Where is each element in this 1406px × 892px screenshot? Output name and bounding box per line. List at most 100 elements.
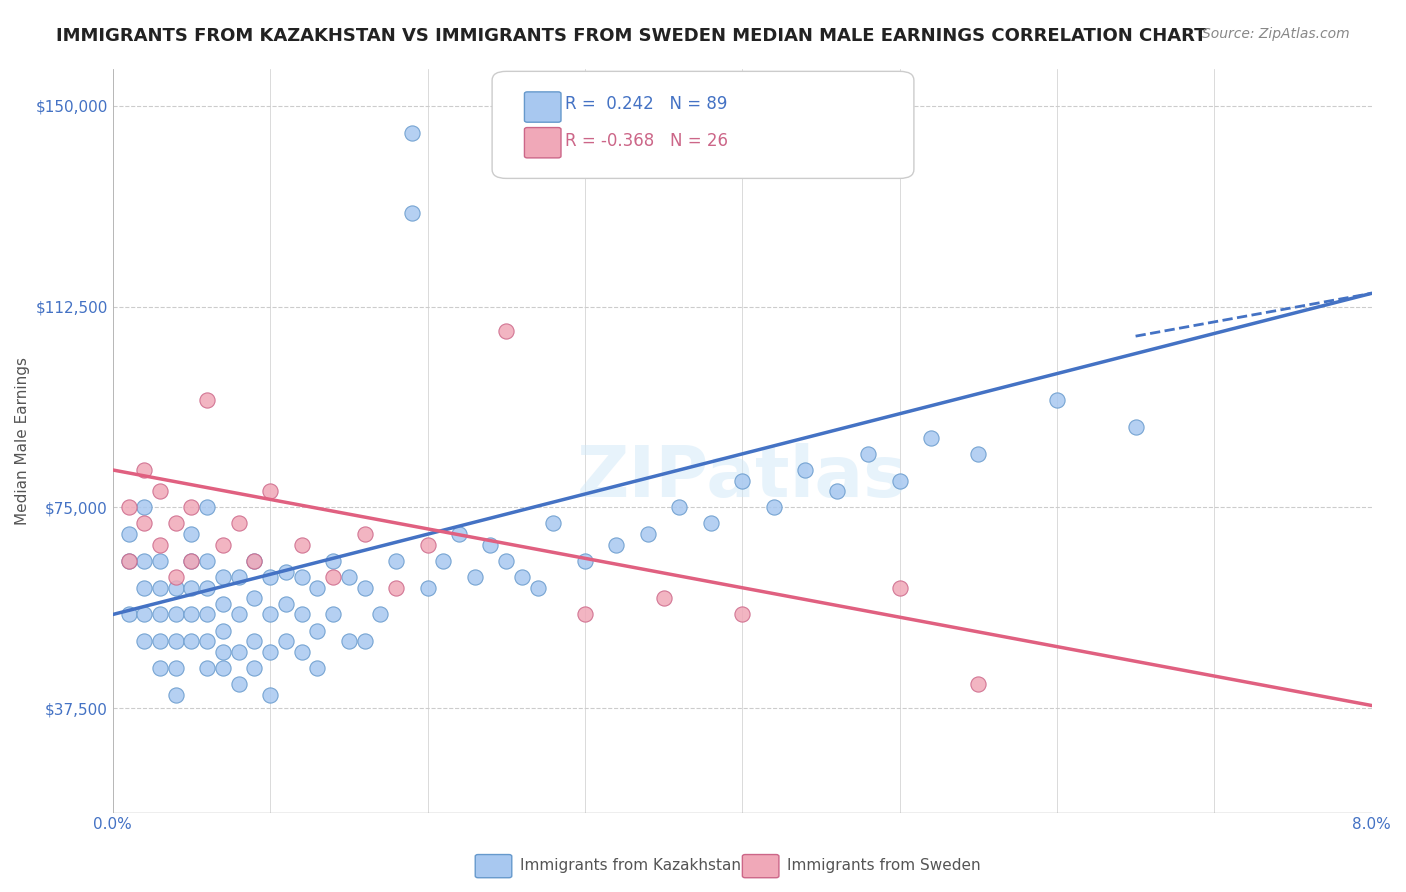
Point [212,570,235,584]
Point [447,527,470,541]
Point [134,581,156,595]
Point [165,516,187,531]
Point [165,570,187,584]
Point [889,581,911,595]
Point [180,554,202,568]
Point [134,554,156,568]
Point [432,554,454,568]
Point [322,570,344,584]
Point [574,607,596,622]
Point [195,554,218,568]
Point [967,677,990,691]
Point [1125,420,1147,434]
Point [307,661,329,675]
Point [416,538,439,552]
Point [212,538,235,552]
Point [291,538,314,552]
Point [337,634,360,648]
Point [165,688,187,702]
Point [212,661,235,675]
Point [243,661,266,675]
Point [195,393,218,408]
Point [228,516,250,531]
Text: R =  0.242   N = 89: R = 0.242 N = 89 [565,95,727,113]
Text: IMMIGRANTS FROM KAZAKHSTAN VS IMMIGRANTS FROM SWEDEN MEDIAN MALE EARNINGS CORREL: IMMIGRANTS FROM KAZAKHSTAN VS IMMIGRANTS… [56,27,1206,45]
Point [228,607,250,622]
Point [401,206,423,220]
Point [464,570,486,584]
Point [228,677,250,691]
Point [322,607,344,622]
Point [243,591,266,606]
Point [117,500,139,515]
Point [416,581,439,595]
Point [180,634,202,648]
Point [652,591,675,606]
Point [228,645,250,659]
Point [180,607,202,622]
Point [134,463,156,477]
Point [243,634,266,648]
Point [1046,393,1069,408]
Point [668,500,690,515]
Point [195,500,218,515]
Point [479,538,502,552]
Point [180,554,202,568]
Point [165,581,187,595]
Point [180,500,202,515]
Point [731,474,754,488]
Point [274,597,297,611]
Point [967,447,990,461]
Point [117,554,139,568]
Point [134,634,156,648]
Point [637,527,659,541]
Point [495,324,517,338]
Point [889,474,911,488]
Point [401,126,423,140]
Point [510,570,533,584]
Point [149,661,172,675]
Point [243,554,266,568]
Point [117,527,139,541]
Point [212,645,235,659]
Point [368,607,391,622]
Text: Source: ZipAtlas.com: Source: ZipAtlas.com [1202,27,1350,41]
Point [180,527,202,541]
Point [307,624,329,638]
Point [762,500,785,515]
Point [353,527,375,541]
Point [274,565,297,579]
Point [700,516,723,531]
Point [274,634,297,648]
Point [180,581,202,595]
Point [195,581,218,595]
Point [212,624,235,638]
Point [165,634,187,648]
Text: R = -0.368   N = 26: R = -0.368 N = 26 [565,132,728,150]
Point [195,634,218,648]
Point [353,634,375,648]
Point [149,581,172,595]
Point [228,570,250,584]
Point [495,554,517,568]
Point [149,634,172,648]
Point [574,554,596,568]
Point [920,431,942,445]
Point [794,463,817,477]
Point [243,554,266,568]
Y-axis label: Median Male Earnings: Median Male Earnings [15,357,30,524]
Point [259,607,281,622]
Point [117,554,139,568]
Point [385,554,408,568]
Text: Immigrants from Sweden: Immigrants from Sweden [787,858,981,872]
Text: Immigrants from Kazakhstan: Immigrants from Kazakhstan [520,858,741,872]
Point [337,570,360,584]
Point [526,581,548,595]
Point [149,484,172,499]
Text: ZIPatlas: ZIPatlas [576,443,907,512]
Point [259,688,281,702]
Point [149,607,172,622]
Point [322,554,344,568]
Point [149,554,172,568]
Point [385,581,408,595]
